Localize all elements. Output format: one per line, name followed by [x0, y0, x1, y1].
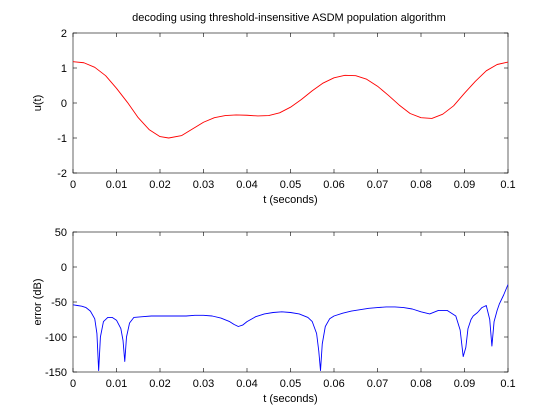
x-tick-label: 0.03 — [193, 179, 214, 191]
y-axis-label: error (dB) — [32, 278, 44, 325]
x-tick-label: 0.02 — [149, 378, 170, 390]
series-line-0 — [73, 284, 508, 372]
x-tick-label: 0.03 — [193, 378, 214, 390]
x-tick-label: 0.1 — [500, 179, 515, 191]
x-tick-label: 0.05 — [280, 179, 301, 191]
series-line-0 — [73, 61, 508, 139]
x-tick-label: 0.07 — [367, 378, 388, 390]
x-tick-label: 0.06 — [323, 179, 344, 191]
y-axis-label: u(t) — [32, 95, 44, 112]
x-tick-label: 0.09 — [454, 179, 475, 191]
y-tick-label: -1 — [57, 133, 67, 145]
x-axis-label: t (seconds) — [263, 393, 317, 405]
x-tick-label: 0.08 — [410, 378, 431, 390]
y-tick-label: 0 — [61, 98, 67, 110]
y-tick-label: 2 — [61, 28, 67, 40]
y-tick-label: -100 — [45, 332, 67, 344]
x-tick-label: 0.01 — [106, 378, 127, 390]
x-tick-label: 0.1 — [500, 378, 515, 390]
y-tick-label: -2 — [57, 168, 67, 180]
bottom-plot-error-db: 0 0.01 0.02 0.03 0.04 0.05 0.06 0.07 0.08 0.09 0.1… — [32, 227, 516, 405]
x-tick-label: 0.08 — [410, 179, 431, 191]
x-tick-label: 0.07 — [367, 179, 388, 191]
x-tick-label: 0 — [70, 378, 76, 390]
x-tick-label: 0.06 — [323, 378, 344, 390]
axes-frame — [72, 231, 509, 373]
y-tick-label: -50 — [51, 297, 67, 309]
y-tick-label: 50 — [55, 227, 67, 239]
x-tick-label: 0.04 — [236, 378, 257, 390]
top-plot-u-of-t: 0 0.01 0.02 0.03 0.04 0.05 0.06 0.07 0.08 0.09 0.1… — [32, 28, 516, 206]
axes-frame — [72, 32, 509, 174]
x-tick-label: 0 — [70, 179, 76, 191]
x-axis-label: t (seconds) — [263, 194, 317, 206]
x-tick-label: 0.05 — [280, 378, 301, 390]
y-tick-label: 1 — [61, 63, 67, 75]
x-tick-label: 0.09 — [454, 378, 475, 390]
y-tick-label: -150 — [45, 367, 67, 379]
x-tick-label: 0.01 — [106, 179, 127, 191]
x-tick-label: 0.04 — [236, 179, 257, 191]
chart-title: decoding using threshold-insensitive ASD… — [132, 12, 446, 24]
x-tick-label: 0.02 — [149, 179, 170, 191]
y-tick-label: 0 — [61, 262, 67, 274]
